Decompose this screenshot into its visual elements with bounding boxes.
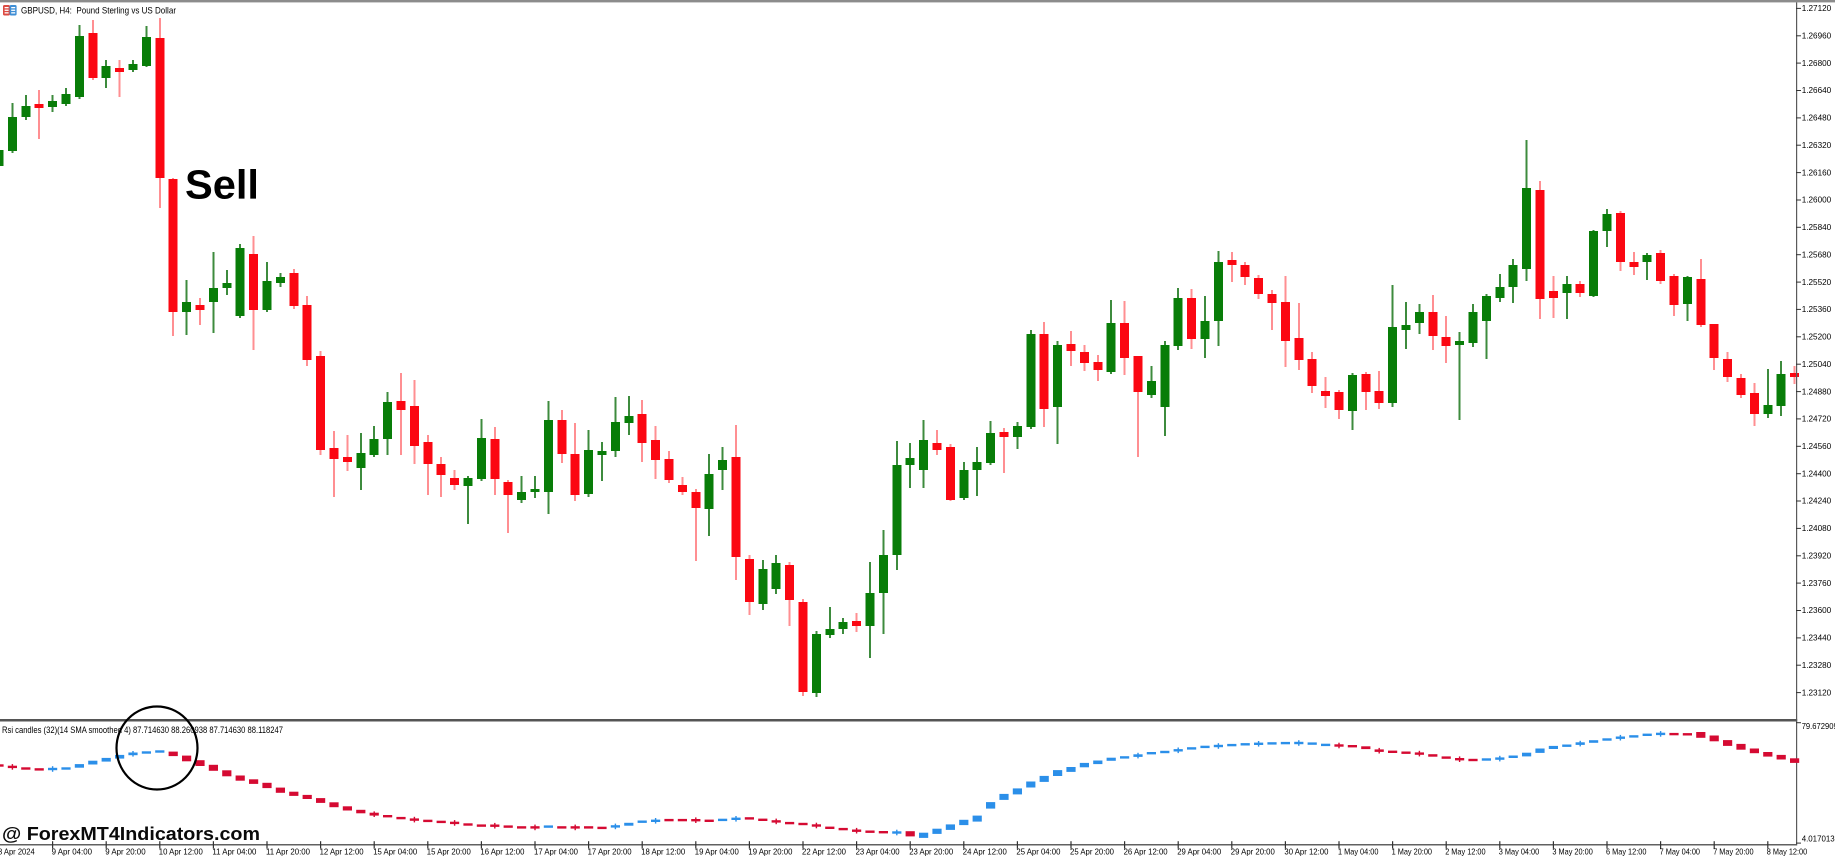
svg-text:26 Apr 12:00: 26 Apr 12:00 xyxy=(1124,846,1168,856)
svg-text:19 Apr 04:00: 19 Apr 04:00 xyxy=(695,846,739,856)
svg-text:22 Apr 12:00: 22 Apr 12:00 xyxy=(802,846,846,856)
svg-text:3 May 20:00: 3 May 20:00 xyxy=(1552,846,1593,856)
svg-text:@ ForexMT4Indicators.com: @ ForexMT4Indicators.com xyxy=(2,824,260,844)
svg-text:8 May 12:00: 8 May 12:00 xyxy=(1767,846,1808,856)
svg-text:79.672909: 79.672909 xyxy=(1802,721,1835,731)
svg-text:1.26320: 1.26320 xyxy=(1802,140,1832,150)
svg-text:1 May 04:00: 1 May 04:00 xyxy=(1338,846,1379,856)
svg-text:1.26640: 1.26640 xyxy=(1802,85,1832,95)
svg-text:12 Apr 12:00: 12 Apr 12:00 xyxy=(320,846,364,856)
svg-text:24 Apr 12:00: 24 Apr 12:00 xyxy=(963,846,1007,856)
svg-text:9 Apr 20:00: 9 Apr 20:00 xyxy=(105,846,146,856)
svg-text:15 Apr 20:00: 15 Apr 20:00 xyxy=(427,846,471,856)
svg-text:1.24080: 1.24080 xyxy=(1802,523,1832,533)
svg-text:19 Apr 20:00: 19 Apr 20:00 xyxy=(748,846,792,856)
svg-text:GBPUSD, H4: Pound Sterling vs: GBPUSD, H4: Pound Sterling vs US Dollar xyxy=(21,6,176,17)
svg-text:3 May 04:00: 3 May 04:00 xyxy=(1499,846,1540,856)
svg-text:17 Apr 20:00: 17 Apr 20:00 xyxy=(588,846,632,856)
svg-text:23 Apr 20:00: 23 Apr 20:00 xyxy=(909,846,953,856)
svg-text:Rsi candles (32)(14 SMA smooth: Rsi candles (32)(14 SMA smoothed 4) 87.7… xyxy=(2,725,283,736)
svg-text:1.24560: 1.24560 xyxy=(1802,441,1832,451)
svg-text:1.26800: 1.26800 xyxy=(1802,58,1832,68)
svg-text:16 Apr 12:00: 16 Apr 12:00 xyxy=(480,846,524,856)
svg-text:2 May 12:00: 2 May 12:00 xyxy=(1445,846,1486,856)
svg-text:1.26960: 1.26960 xyxy=(1802,31,1832,41)
svg-text:9 Apr 04:00: 9 Apr 04:00 xyxy=(52,846,93,856)
svg-text:1.25520: 1.25520 xyxy=(1802,277,1832,287)
svg-text:17 Apr 04:00: 17 Apr 04:00 xyxy=(534,846,578,856)
svg-text:1.26000: 1.26000 xyxy=(1802,195,1832,205)
svg-text:1.24720: 1.24720 xyxy=(1802,414,1832,424)
svg-text:30 Apr 12:00: 30 Apr 12:00 xyxy=(1284,846,1328,856)
svg-text:1.25360: 1.25360 xyxy=(1802,304,1832,314)
svg-text:25 Apr 04:00: 25 Apr 04:00 xyxy=(1016,846,1060,856)
svg-text:4.017013: 4.017013 xyxy=(1802,834,1835,844)
svg-text:7 May 04:00: 7 May 04:00 xyxy=(1660,846,1701,856)
svg-text:23 Apr 04:00: 23 Apr 04:00 xyxy=(856,846,900,856)
svg-text:18 Apr 12:00: 18 Apr 12:00 xyxy=(641,846,685,856)
svg-text:1.25680: 1.25680 xyxy=(1802,249,1832,259)
svg-text:15 Apr 04:00: 15 Apr 04:00 xyxy=(373,846,417,856)
svg-text:29 Apr 04:00: 29 Apr 04:00 xyxy=(1177,846,1221,856)
svg-text:7 May 20:00: 7 May 20:00 xyxy=(1713,846,1754,856)
svg-text:1.24400: 1.24400 xyxy=(1802,468,1832,478)
svg-text:1.25040: 1.25040 xyxy=(1802,359,1832,369)
svg-text:1 May 20:00: 1 May 20:00 xyxy=(1392,846,1433,856)
svg-text:1.26160: 1.26160 xyxy=(1802,167,1832,177)
svg-text:10 Apr 12:00: 10 Apr 12:00 xyxy=(159,846,203,856)
svg-text:8 Apr 2024: 8 Apr 2024 xyxy=(0,846,35,856)
svg-text:1.24880: 1.24880 xyxy=(1802,386,1832,396)
svg-text:1.23440: 1.23440 xyxy=(1802,633,1832,643)
svg-text:6 May 12:00: 6 May 12:00 xyxy=(1606,846,1647,856)
svg-text:25 Apr 20:00: 25 Apr 20:00 xyxy=(1070,846,1114,856)
svg-text:1.23120: 1.23120 xyxy=(1802,687,1832,697)
svg-text:29 Apr 20:00: 29 Apr 20:00 xyxy=(1231,846,1275,856)
svg-text:1.26480: 1.26480 xyxy=(1802,113,1832,123)
svg-text:1.27120: 1.27120 xyxy=(1802,3,1832,13)
svg-text:1.23600: 1.23600 xyxy=(1802,605,1832,615)
svg-text:11 Apr 04:00: 11 Apr 04:00 xyxy=(212,846,256,856)
svg-text:1.25200: 1.25200 xyxy=(1802,332,1832,342)
svg-text:Sell: Sell xyxy=(185,162,259,208)
svg-text:1.23760: 1.23760 xyxy=(1802,578,1832,588)
svg-text:1.23920: 1.23920 xyxy=(1802,551,1832,561)
svg-text:11 Apr 20:00: 11 Apr 20:00 xyxy=(266,846,310,856)
svg-text:1.25840: 1.25840 xyxy=(1802,222,1832,232)
svg-text:1.24240: 1.24240 xyxy=(1802,496,1832,506)
svg-text:1.23280: 1.23280 xyxy=(1802,660,1832,670)
